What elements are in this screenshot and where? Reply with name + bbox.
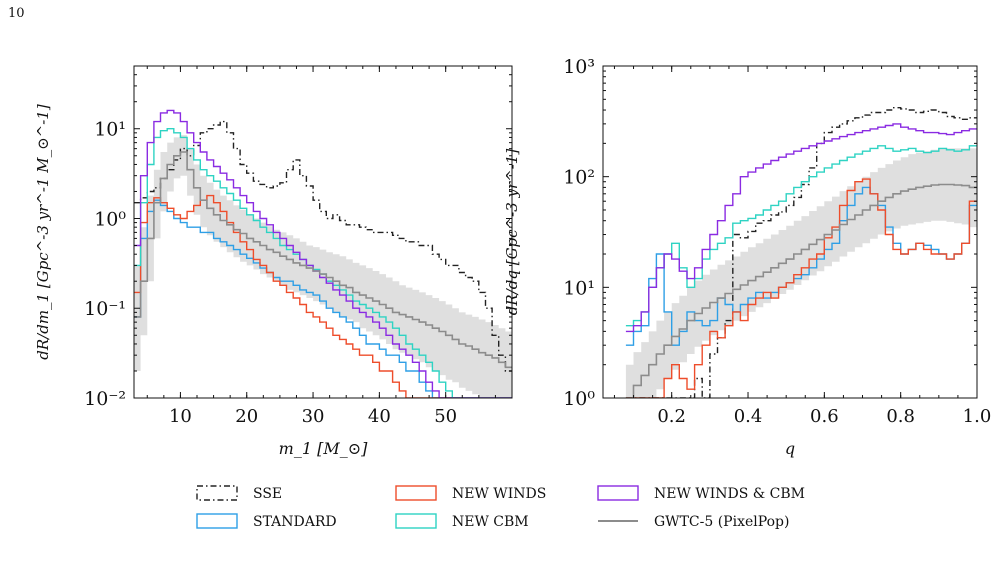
y-tick-label: 10¹ [94, 119, 126, 141]
legend-entry-sse: SSE [196, 485, 282, 502]
legend-label: STANDARD [253, 514, 337, 530]
y-axis-label: dR/dq [Gpc^-3 yr^-1] [503, 149, 521, 316]
x-tick-label: 0.2 [657, 406, 686, 427]
x-tick-label: 10 [169, 406, 192, 427]
x-tick-label: 1.0 [963, 406, 992, 427]
legend-label: SSE [253, 486, 282, 502]
series-standard [134, 199, 512, 398]
legend-entry-new-winds-cbm: NEW WINDS & CBM [597, 485, 805, 502]
legend-label: NEW WINDS [452, 486, 546, 502]
y-tick-label: 10⁻¹ [84, 298, 126, 320]
x-tick-label: 30 [302, 406, 325, 427]
chart-panel-2: 0.2 0.4 0.6 0.8 1.0 10⁰ 10¹ 10² 10³ q dR/dq [Gpc^-… [503, 56, 991, 458]
series-gwtc-5-pixelpop [625, 183, 977, 398]
series-new-winds [134, 194, 512, 398]
legend-label: NEW WINDS & CBM [654, 486, 805, 502]
y-tick-label: 10⁰ [563, 388, 595, 410]
y-tick-label: 10¹ [563, 277, 595, 299]
y-tick-label: 10⁻² [84, 388, 126, 410]
x-axis-label: m_1 [M_⊙] [279, 439, 368, 458]
chart-panel-1: 10 20 30 40 50 10⁻² 10⁻¹ 10⁰ 10¹ m_1 [M_⊙] dR/dm_1… [34, 65, 513, 458]
x-tick-label: 0.6 [810, 406, 839, 427]
band-gwtc-5-pixelpop [134, 135, 512, 398]
legend: SSE STANDARD NEW WINDS NEW CBM NEW WINDS & C… [196, 485, 805, 530]
legend-swatch [395, 485, 437, 501]
legend-label: GWTC-5 (PixelPop) [654, 514, 789, 530]
series-sse [625, 107, 977, 398]
legend-entry-new-winds: NEW WINDS [395, 485, 546, 502]
legend-swatch [196, 485, 238, 501]
legend-swatch [196, 513, 238, 529]
page-number: 10 [8, 6, 25, 21]
x-tick-label: 0.4 [734, 406, 763, 427]
legend-entry-gwtc-5-pixelpop: GWTC-5 (PixelPop) [598, 514, 789, 530]
x-tick-label: 0.8 [886, 406, 915, 427]
x-tick-label: 40 [368, 406, 391, 427]
x-axis-label: q [785, 439, 795, 458]
y-axis-label: dR/dm_1 [Gpc^-3 yr^-1 M_⊙^-1] [34, 104, 52, 360]
series-new-winds [625, 178, 977, 398]
x-tick-label: 50 [434, 406, 457, 427]
legend-swatch [597, 485, 639, 501]
plot-frame [602, 65, 978, 399]
series-gwtc-5-pixelpop [134, 151, 512, 369]
legend-swatch [395, 513, 437, 529]
legend-entry-standard: STANDARD [196, 513, 337, 530]
x-tick-label: 20 [235, 406, 258, 427]
series-new-winds-cbm [625, 123, 977, 333]
legend-label: NEW CBM [452, 514, 529, 530]
legend-entry-new-cbm: NEW CBM [395, 513, 529, 530]
y-tick-label: 10² [563, 167, 595, 189]
plot-area [134, 109, 512, 398]
plot-area [625, 107, 977, 398]
series-sse [134, 120, 512, 372]
y-tick-label: 10³ [563, 56, 595, 78]
series-new-winds-cbm [134, 109, 512, 398]
y-tick-label: 10⁰ [94, 208, 126, 230]
